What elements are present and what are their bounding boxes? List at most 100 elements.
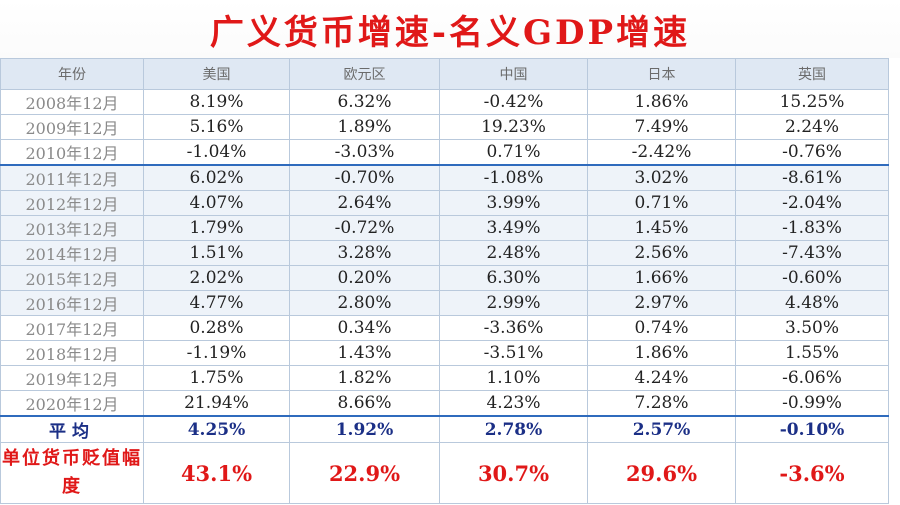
year-cell: 2020年12月: [0, 390, 144, 417]
value-cell: 4.23%: [439, 390, 588, 417]
value-cell: -1.83%: [735, 215, 889, 241]
value-cell: 1.86%: [587, 89, 736, 115]
value-cell: 8.66%: [289, 390, 440, 417]
table-row: 2020年12月 21.94% 8.66% 4.23% 7.28% -0.99%: [0, 390, 889, 417]
value-cell: -7.43%: [735, 240, 889, 266]
value-cell: -0.70%: [289, 164, 440, 191]
table-row: 2009年12月 5.16% 1.89% 19.23% 7.49% 2.24%: [0, 114, 889, 140]
value-cell: -3.36%: [439, 315, 588, 341]
value-cell: 3.50%: [735, 315, 889, 341]
value-cell: -6.06%: [735, 365, 889, 391]
table-row: 2008年12月 8.19% 6.32% -0.42% 1.86% 15.25%: [0, 89, 889, 115]
value-cell: 2.99%: [439, 290, 588, 316]
value-cell: 0.74%: [587, 315, 736, 341]
value-cell: 6.02%: [143, 164, 290, 191]
header-uk: 英国: [735, 58, 889, 90]
value-cell: 2.97%: [587, 290, 736, 316]
value-cell: 1.82%: [289, 365, 440, 391]
average-value: -0.10%: [735, 415, 889, 443]
value-cell: 3.28%: [289, 240, 440, 266]
depreciation-value: 22.9%: [289, 442, 440, 504]
value-cell: 6.30%: [439, 265, 588, 291]
table-row: 2016年12月 4.77% 2.80% 2.99% 2.97% 4.48%: [0, 290, 889, 316]
value-cell: 0.20%: [289, 265, 440, 291]
year-cell: 2018年12月: [0, 340, 144, 366]
value-cell: 0.34%: [289, 315, 440, 341]
average-value: 2.57%: [587, 415, 736, 443]
value-cell: 3.99%: [439, 190, 588, 216]
header-eurozone: 欧元区: [289, 58, 440, 90]
value-cell: 4.24%: [587, 365, 736, 391]
average-value: 2.78%: [439, 415, 588, 443]
value-cell: 1.66%: [587, 265, 736, 291]
depreciation-value: 29.6%: [587, 442, 736, 504]
value-cell: 3.02%: [587, 164, 736, 191]
value-cell: 2.48%: [439, 240, 588, 266]
depreciation-value: 43.1%: [143, 442, 290, 504]
value-cell: 2.02%: [143, 265, 290, 291]
value-cell: -3.51%: [439, 340, 588, 366]
value-cell: 5.16%: [143, 114, 290, 140]
table-row: 2017年12月 0.28% 0.34% -3.36% 0.74% 3.50%: [0, 315, 889, 341]
year-cell: 2017年12月: [0, 315, 144, 341]
value-cell: 7.28%: [587, 390, 736, 417]
depreciation-value: -3.6%: [735, 442, 889, 504]
average-value: 4.25%: [143, 415, 290, 443]
value-cell: 21.94%: [143, 390, 290, 417]
year-cell: 2012年12月: [0, 190, 144, 216]
table-row: 2010年12月 -1.04% -3.03% 0.71% -2.42% -0.76%: [0, 139, 889, 166]
depreciation-value: 30.7%: [439, 442, 588, 504]
value-cell: -0.72%: [289, 215, 440, 241]
value-cell: 2.80%: [289, 290, 440, 316]
table-row: 2019年12月 1.75% 1.82% 1.10% 4.24% -6.06%: [0, 365, 889, 391]
year-cell: 2009年12月: [0, 114, 144, 140]
value-cell: 8.19%: [143, 89, 290, 115]
year-cell: 2013年12月: [0, 215, 144, 241]
value-cell: 2.56%: [587, 240, 736, 266]
value-cell: -0.99%: [735, 390, 889, 417]
value-cell: 19.23%: [439, 114, 588, 140]
value-cell: 6.32%: [289, 89, 440, 115]
value-cell: 0.71%: [439, 139, 588, 166]
value-cell: 3.49%: [439, 215, 588, 241]
value-cell: 1.79%: [143, 215, 290, 241]
value-cell: 1.55%: [735, 340, 889, 366]
depreciation-row: 单位货币贬值幅度 43.1% 22.9% 30.7% 29.6% -3.6%: [0, 442, 889, 504]
year-cell: 2011年12月: [0, 164, 144, 191]
depreciation-label: 单位货币贬值幅度: [0, 442, 144, 504]
value-cell: 1.45%: [587, 215, 736, 241]
value-cell: 1.43%: [289, 340, 440, 366]
year-cell: 2010年12月: [0, 139, 144, 166]
value-cell: -8.61%: [735, 164, 889, 191]
value-cell: 1.10%: [439, 365, 588, 391]
value-cell: -2.04%: [735, 190, 889, 216]
header-year: 年份: [0, 58, 144, 90]
header-japan: 日本: [587, 58, 736, 90]
table-row: 2015年12月 2.02% 0.20% 6.30% 1.66% -0.60%: [0, 265, 889, 291]
value-cell: 4.77%: [143, 290, 290, 316]
year-cell: 2016年12月: [0, 290, 144, 316]
comparison-table: 年份 美国 欧元区 中国 日本 英国 2008年12月 8.19% 6.32% -0.…: [0, 58, 889, 504]
header-usa: 美国: [143, 58, 290, 90]
value-cell: 7.49%: [587, 114, 736, 140]
value-cell: -3.03%: [289, 139, 440, 166]
table-row: 2012年12月 4.07% 2.64% 3.99% 0.71% -2.04%: [0, 190, 889, 216]
page-title: 广义货币增速-名义GDP增速: [0, 0, 900, 58]
year-cell: 2014年12月: [0, 240, 144, 266]
value-cell: 1.86%: [587, 340, 736, 366]
header-china: 中国: [439, 58, 588, 90]
average-row: 平均 4.25% 1.92% 2.78% 2.57% -0.10%: [0, 415, 889, 443]
year-cell: 2008年12月: [0, 89, 144, 115]
value-cell: 1.89%: [289, 114, 440, 140]
value-cell: -1.19%: [143, 340, 290, 366]
value-cell: -0.60%: [735, 265, 889, 291]
table-row: 2018年12月 -1.19% 1.43% -3.51% 1.86% 1.55%: [0, 340, 889, 366]
value-cell: 2.24%: [735, 114, 889, 140]
value-cell: 0.28%: [143, 315, 290, 341]
value-cell: 4.48%: [735, 290, 889, 316]
value-cell: -2.42%: [587, 139, 736, 166]
value-cell: 2.64%: [289, 190, 440, 216]
value-cell: 0.71%: [587, 190, 736, 216]
year-cell: 2015年12月: [0, 265, 144, 291]
value-cell: 15.25%: [735, 89, 889, 115]
